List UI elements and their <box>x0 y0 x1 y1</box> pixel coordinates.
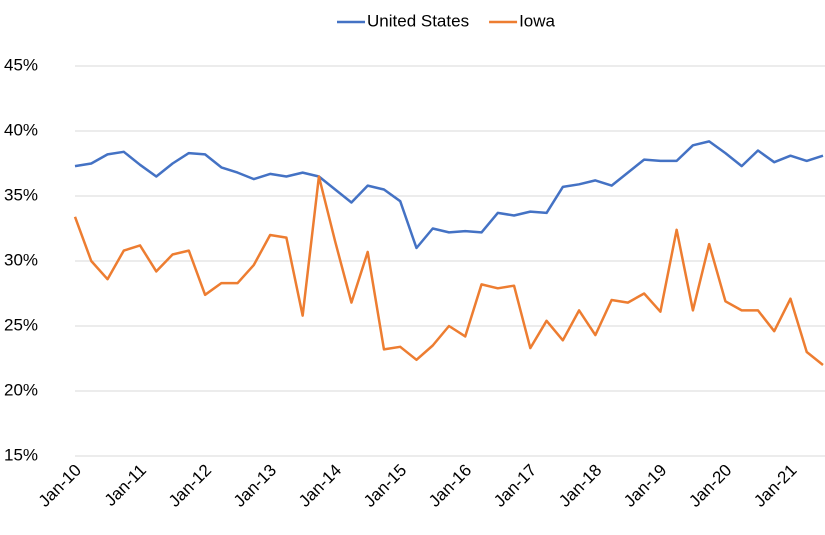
legend: United States Iowa <box>337 11 556 30</box>
x-tick-label: Jan-20 <box>685 461 735 511</box>
y-tick-label: 15% <box>4 445 38 464</box>
x-tick-label: Jan-21 <box>750 461 800 511</box>
x-tick-label: Jan-16 <box>425 461 475 511</box>
x-tick-label: Jan-18 <box>555 461 605 511</box>
y-tick-label: 25% <box>4 315 38 334</box>
y-tick-label: 35% <box>4 185 38 204</box>
x-tick-label: Jan-17 <box>490 461 540 511</box>
x-tick-label: Jan-15 <box>360 461 410 511</box>
legend-label: Iowa <box>519 11 555 30</box>
legend-label: United States <box>367 11 469 30</box>
x-tick-label: Jan-13 <box>230 461 280 511</box>
data-line <box>74 140 824 250</box>
x-tick-label: Jan-11 <box>101 461 150 510</box>
data-line <box>73 175 824 366</box>
y-tick-label: 20% <box>4 380 38 399</box>
y-tick-label: 30% <box>4 250 38 269</box>
y-tick-label: 40% <box>4 120 38 139</box>
y-tick-label: 45% <box>4 55 38 74</box>
x-tick-label: Jan-14 <box>295 461 345 511</box>
x-tick-label: Jan-12 <box>165 461 215 511</box>
x-tick-label: Jan-19 <box>620 461 670 511</box>
x-tick-label: Jan-10 <box>35 461 85 511</box>
